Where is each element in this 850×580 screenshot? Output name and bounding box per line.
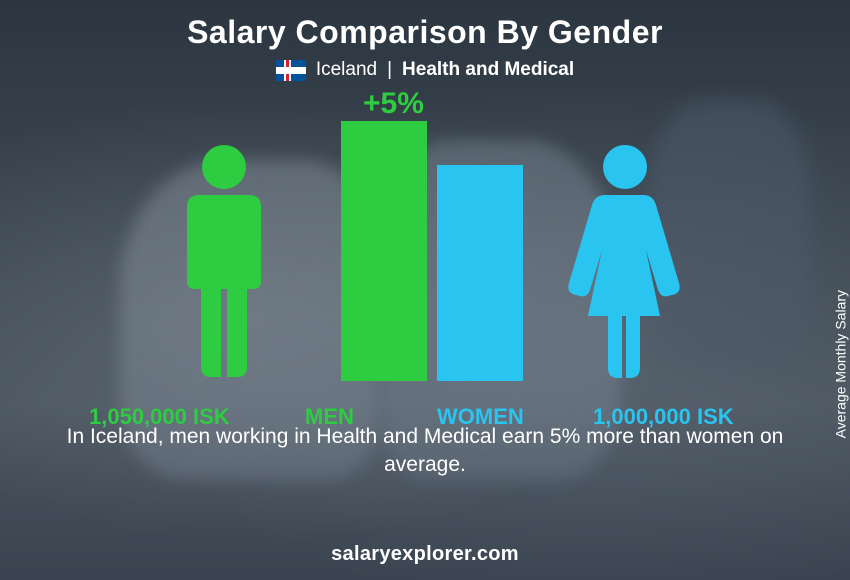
male-person-icon [169, 141, 279, 381]
women-salary: 1,000,000 ISK [593, 404, 734, 430]
men-label: MEN [305, 404, 354, 430]
subtitle-row: Iceland | Health and Medical [276, 59, 574, 81]
gender-bar-chart: +5% 1,050,000 ISK MEN WOMEN 1,000,000 IS… [65, 87, 785, 417]
women-label: WOMEN [437, 404, 524, 430]
men-bar [341, 121, 427, 381]
female-person-icon [565, 141, 685, 381]
y-axis-label: Average Monthly Salary [832, 290, 848, 438]
delta-label: +5% [363, 87, 424, 121]
source-footer: salaryexplorer.com [0, 543, 850, 566]
summary-text: In Iceland, men working in Health and Me… [55, 423, 795, 480]
men-salary: 1,050,000 ISK [89, 404, 230, 430]
women-bar [437, 165, 523, 381]
infographic-content: Salary Comparison By Gender Iceland | He… [0, 0, 850, 580]
sector-label: Health and Medical [402, 59, 574, 81]
country-label: Iceland [316, 59, 377, 81]
separator: | [387, 59, 392, 81]
page-title: Salary Comparison By Gender [187, 14, 663, 51]
iceland-flag-icon [276, 60, 306, 81]
